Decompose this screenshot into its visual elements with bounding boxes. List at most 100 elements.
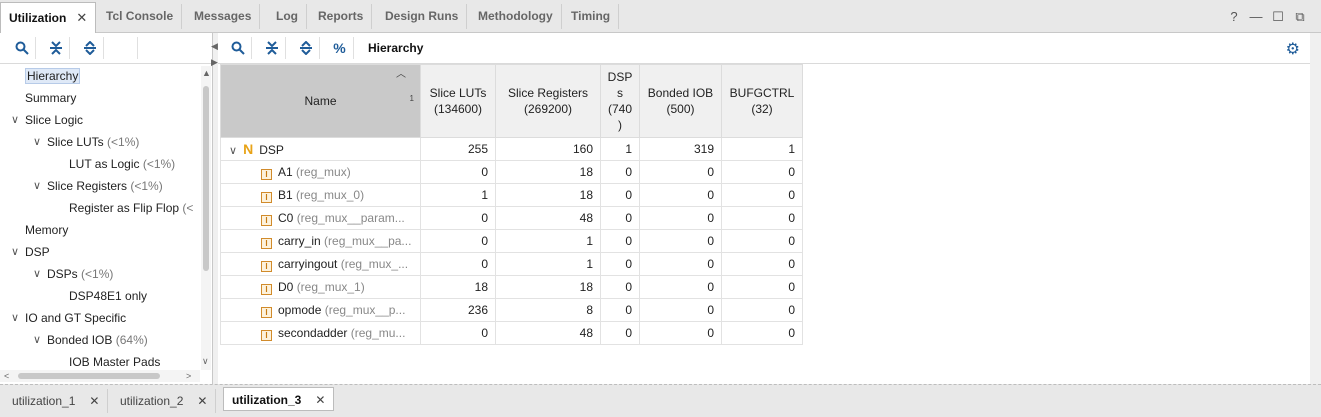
- table-row[interactable]: I D0 (reg_mux_1) 18 18 0 0 0: [220, 275, 803, 299]
- tree-item-iob-master-pads[interactable]: IOB Master Pads: [69, 352, 160, 370]
- column-header-dsps[interactable]: DSP s (740): [600, 64, 640, 138]
- scroll-up-icon[interactable]: ▲: [202, 68, 211, 78]
- instance-icon: I: [261, 306, 272, 318]
- cell-value: 1: [495, 252, 601, 276]
- cell-value: 0: [639, 252, 722, 276]
- panel-title: Hierarchy: [368, 41, 424, 55]
- scroll-left-icon[interactable]: <: [4, 371, 10, 381]
- tab-log[interactable]: Log: [268, 4, 307, 29]
- chevron-down-icon[interactable]: ∨: [33, 136, 42, 148]
- header-capacity-cont: ): [618, 118, 622, 132]
- close-icon[interactable]: ✕: [197, 394, 208, 408]
- minimize-icon[interactable]: —: [1249, 9, 1263, 24]
- tree-item-hierarchy[interactable]: Hierarchy: [25, 66, 81, 86]
- row-instance: (reg_mux__pa...: [324, 233, 412, 248]
- cell-value: 319: [639, 137, 722, 161]
- tab-label: Tcl Console: [106, 9, 174, 23]
- row-instance: (reg_mux_1): [296, 279, 365, 294]
- expand-panel-icon[interactable]: ▶: [211, 57, 218, 67]
- chevron-down-icon[interactable]: ∨: [33, 334, 42, 346]
- column-header-slice-registers[interactable]: Slice Registers (269200): [495, 64, 601, 138]
- column-header-name[interactable]: ︿ Name 1: [220, 64, 421, 138]
- row-name: carryingout: [278, 256, 338, 271]
- close-icon[interactable]: ✕: [76, 10, 88, 25]
- chevron-down-icon[interactable]: ∨: [11, 246, 20, 258]
- tree-horizontal-scrollbar[interactable]: < >: [0, 370, 200, 382]
- tab-methodology[interactable]: Methodology: [470, 4, 562, 29]
- restore-icon[interactable]: ☐: [1272, 9, 1284, 24]
- float-icon[interactable]: ⧉: [1295, 9, 1305, 24]
- tab-design-runs[interactable]: Design Runs: [377, 4, 468, 29]
- tab-utilization[interactable]: Utilization ✕: [0, 2, 97, 33]
- tree-item-label: DSP: [25, 245, 50, 259]
- tree-item-slice-luts[interactable]: ∨ Slice LUTs (<1%): [33, 132, 139, 152]
- collapse-all-icon[interactable]: [42, 37, 70, 59]
- table-row-dsp[interactable]: ∨ N DSP 255 160 1 319 1: [220, 137, 803, 161]
- scroll-thumb[interactable]: [203, 86, 209, 271]
- gear-icon[interactable]: ⚙: [1285, 41, 1300, 58]
- tree-item-label: IO and GT Specific: [25, 311, 127, 325]
- tab-utilization-2[interactable]: utilization_2 ✕: [112, 389, 217, 413]
- chevron-down-icon[interactable]: ∨: [33, 180, 42, 192]
- scroll-down-icon[interactable]: ∨: [202, 356, 209, 366]
- chevron-down-icon[interactable]: ∨: [229, 145, 238, 157]
- chevron-down-icon[interactable]: ∨: [11, 312, 20, 324]
- tab-utilization-3[interactable]: utilization_3 ✕: [223, 387, 335, 411]
- tree-item-summary[interactable]: Summary: [25, 88, 76, 108]
- chevron-down-icon[interactable]: ∨: [33, 268, 42, 280]
- close-icon[interactable]: ✕: [89, 394, 100, 408]
- tree-item-io-gt-specific[interactable]: ∨ IO and GT Specific: [11, 308, 127, 328]
- netlist-module-icon: N: [243, 141, 254, 157]
- scroll-thumb[interactable]: [18, 373, 160, 379]
- table-row[interactable]: I B1 (reg_mux_0) 1 18 0 0 0: [220, 183, 803, 207]
- tree-item-pct: (<1%): [81, 267, 114, 281]
- search-icon[interactable]: [224, 37, 252, 59]
- tree-item-memory[interactable]: Memory: [25, 220, 68, 240]
- header-capacity: (500): [666, 102, 695, 116]
- expand-all-icon[interactable]: [76, 37, 104, 59]
- table-row[interactable]: I A1 (reg_mux) 0 18 0 0 0: [220, 160, 803, 184]
- tree-item-lut-as-logic[interactable]: LUT as Logic (<1%): [69, 154, 175, 174]
- tab-label: Timing: [571, 9, 611, 23]
- tree-item-dsps[interactable]: ∨ DSPs (<1%): [33, 264, 114, 284]
- table-row[interactable]: I C0 (reg_mux__param... 0 48 0 0 0: [220, 206, 803, 230]
- cell-value: 18: [495, 275, 601, 299]
- tab-label: utilization_2: [120, 394, 184, 408]
- column-header-bonded-iob[interactable]: Bonded IOB (500): [639, 64, 722, 138]
- tree-item-label: DSPs: [47, 267, 78, 281]
- percent-icon[interactable]: %: [326, 37, 354, 59]
- tree-item-bonded-iob[interactable]: ∨ Bonded IOB (64%): [33, 330, 148, 350]
- scroll-right-icon[interactable]: >: [186, 371, 192, 381]
- chevron-down-icon[interactable]: ∨: [11, 114, 20, 126]
- tab-reports[interactable]: Reports: [310, 4, 373, 29]
- tree-item-dsp48e1-only[interactable]: DSP48E1 only: [69, 286, 147, 306]
- help-icon[interactable]: ?: [1230, 9, 1238, 24]
- collapse-all-icon[interactable]: [258, 37, 286, 59]
- tree-item-dsp[interactable]: ∨ DSP: [11, 242, 50, 262]
- collapse-panel-icon[interactable]: ◀: [211, 41, 218, 51]
- tab-messages[interactable]: Messages: [186, 4, 261, 29]
- tab-tcl-console[interactable]: Tcl Console: [98, 4, 183, 29]
- tree-item-register-as-flip-flop[interactable]: Register as Flip Flop (<: [69, 198, 193, 218]
- column-header-bufgctrl[interactable]: BUFGCTRL (32): [721, 64, 803, 138]
- utilization-table: ︿ Name 1 Slice LUTs (134600) Slice Regist…: [220, 64, 803, 345]
- row-instance: (reg_mux): [296, 164, 351, 179]
- expand-all-icon[interactable]: [292, 37, 320, 59]
- tree-item-slice-registers[interactable]: ∨ Slice Registers (<1%): [33, 176, 163, 196]
- header-capacity: (32): [751, 102, 773, 116]
- tab-timing[interactable]: Timing: [563, 4, 620, 29]
- close-icon[interactable]: ✕: [315, 393, 326, 407]
- tab-label: utilization_1: [12, 394, 76, 408]
- tree-vertical-scrollbar[interactable]: ▲ ∨: [201, 66, 211, 370]
- tree-item-slice-logic[interactable]: ∨ Slice Logic: [11, 110, 83, 130]
- toolbar-spacer: [110, 37, 138, 59]
- tab-label: utilization_3: [232, 393, 302, 407]
- search-icon[interactable]: [8, 37, 36, 59]
- tab-utilization-1[interactable]: utilization_1 ✕: [4, 389, 109, 413]
- column-header-slice-luts[interactable]: Slice LUTs (134600): [420, 64, 496, 138]
